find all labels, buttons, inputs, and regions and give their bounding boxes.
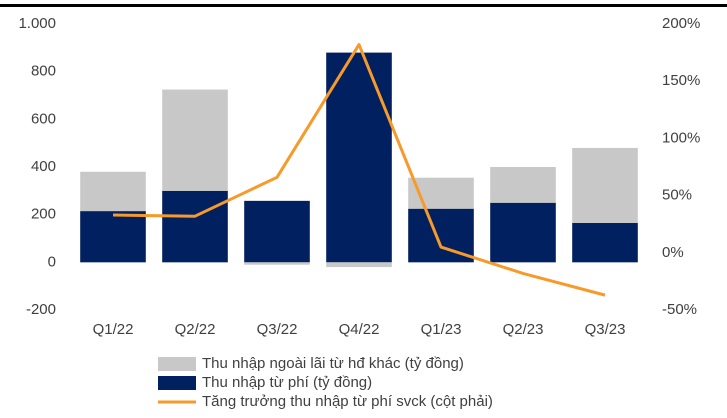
- bar-segment: [490, 202, 556, 263]
- x-tick-label: Q2/22: [175, 321, 216, 338]
- y-tick-label: 600: [31, 110, 56, 127]
- bar-segment: [326, 262, 392, 268]
- bar-segment: [80, 171, 146, 212]
- y-tick-label: 400: [31, 158, 56, 175]
- x-tick-label: Q3/23: [585, 321, 626, 338]
- y2-tick-label: 200%: [662, 15, 700, 32]
- legend-label: Thu nhập ngoài lãi từ hđ khác (tỷ đồng): [202, 355, 464, 372]
- x-tick-label: Q3/22: [257, 321, 298, 338]
- y2-tick-label: 100%: [662, 129, 700, 146]
- x-tick-label: Q4/22: [339, 321, 380, 338]
- bar-segment: [572, 223, 638, 263]
- legend-swatch: [158, 376, 196, 390]
- legend-label: Thu nhập từ phí (tỷ đồng): [202, 374, 372, 391]
- bar-segment: [244, 200, 310, 263]
- y2-tick-label: 150%: [662, 72, 700, 89]
- legend-swatch: [158, 357, 196, 371]
- y-tick-label: 800: [31, 63, 56, 80]
- y-tick-label: 0: [48, 253, 56, 270]
- line: [112, 43, 606, 297]
- bar-segment: [244, 262, 310, 265]
- x-tick-label: Q2/23: [503, 321, 544, 338]
- y-tick-label: -200: [26, 301, 56, 318]
- top-rule: [0, 4, 727, 7]
- x-tick-label: Q1/23: [421, 321, 462, 338]
- bar-segment: [572, 147, 638, 224]
- bar-segment: [162, 89, 228, 191]
- x-tick-label: Q1/22: [93, 321, 134, 338]
- y2-tick-label: 0%: [662, 244, 684, 261]
- bar-segment: [80, 211, 146, 263]
- y2-tick-label: -50%: [662, 301, 697, 318]
- bar-segment: [326, 52, 392, 263]
- legend-label: Tăng trưởng thu nhập từ phí svck (cột ph…: [202, 393, 493, 410]
- y2-tick-label: 50%: [662, 187, 692, 204]
- bar-segment: [490, 167, 556, 203]
- y-tick-label: 1.000: [18, 15, 56, 32]
- bar-segment: [162, 190, 228, 263]
- y-tick-label: 200: [31, 206, 56, 223]
